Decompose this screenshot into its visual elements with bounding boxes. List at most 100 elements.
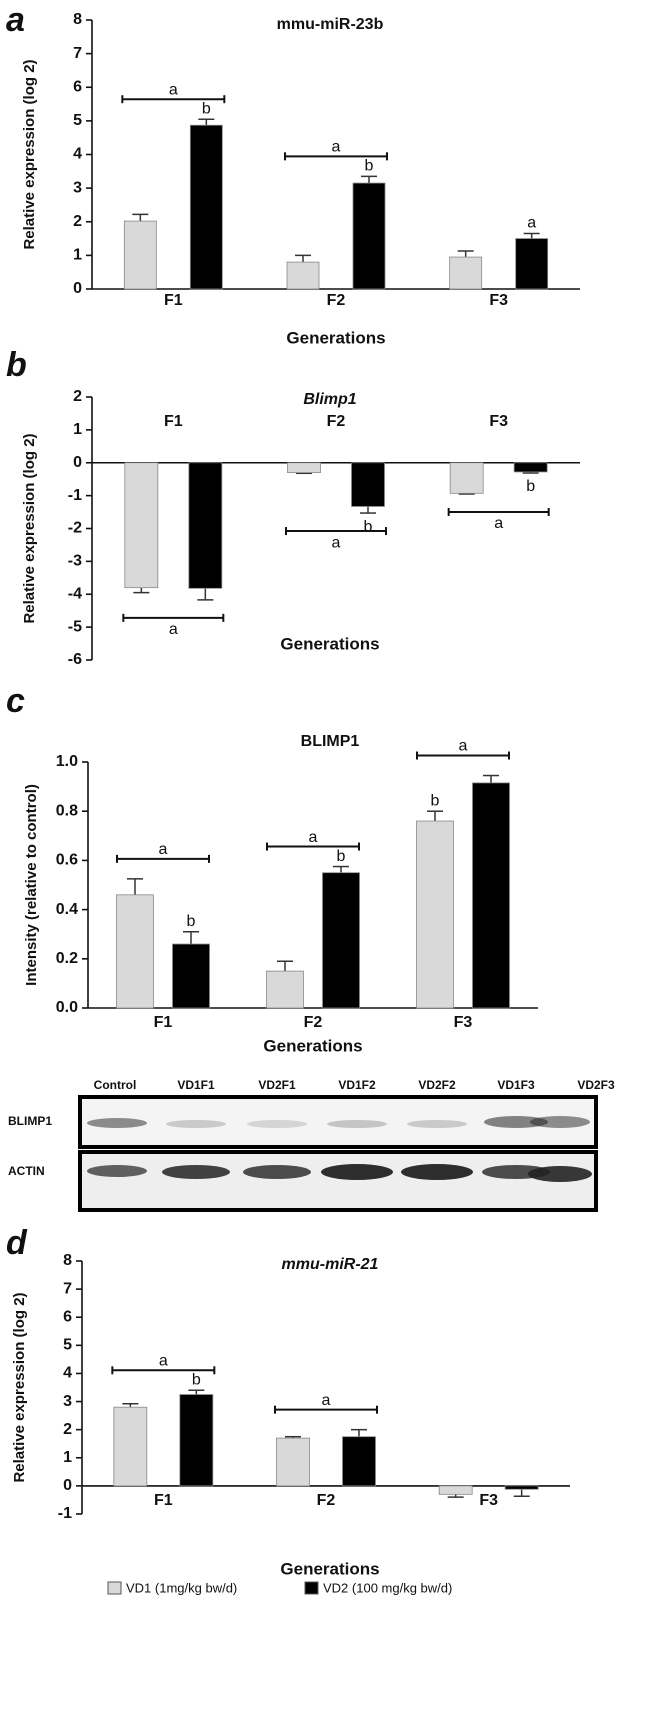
lane-label: VD2F2 [418, 1078, 456, 1092]
x-tick-label: F2 [327, 413, 346, 430]
lane-label: VD1F2 [338, 1078, 376, 1092]
panel-letter: c [6, 682, 25, 720]
bar [472, 782, 510, 1009]
significance-letter: a [159, 841, 168, 858]
significance-letter: b [526, 478, 535, 495]
y-tick-label: 5 [63, 1337, 72, 1354]
chart-title: mmu-miR-21 [282, 1256, 379, 1273]
x-axis-label: Generations [263, 1036, 362, 1055]
chart-panel: c BLIMP1 Intensity (relative to control) Ge… [6, 682, 538, 1055]
bar [449, 256, 483, 290]
western-blot: Control VD1F1 VD2F1 VD1F2 VD2F2 VD1F3 VD… [8, 1078, 615, 1212]
significance-letter: b [187, 913, 196, 930]
bar [504, 1485, 539, 1490]
y-tick-label: 3 [73, 179, 82, 196]
blot-row [78, 1150, 598, 1212]
x-tick-label: F3 [479, 1492, 498, 1509]
y-tick-label: 1.0 [56, 753, 78, 770]
bar [124, 462, 159, 589]
lane-label: Control [94, 1078, 137, 1092]
y-axis-label: Relative expression (log 2) [21, 433, 38, 623]
y-tick-label: -6 [68, 651, 82, 668]
y-tick-label: 5 [73, 112, 82, 129]
significance-letter: a [332, 534, 341, 551]
x-axis-label: Generations [280, 1559, 379, 1578]
panel-letter: a [6, 1, 25, 39]
y-tick-label: 2 [63, 1421, 72, 1438]
bar [322, 872, 360, 1009]
significance-letter: b [337, 848, 346, 865]
bar [276, 1437, 310, 1487]
significance-letter: a [309, 829, 318, 846]
x-axis-label: Generations [280, 634, 379, 653]
y-tick-label: 4 [63, 1365, 72, 1382]
y-tick-label: 1 [73, 421, 82, 438]
bar [342, 1436, 376, 1487]
y-tick-label: 0.6 [56, 852, 78, 869]
legend-label: VD1 (1mg/kg bw/d) [126, 1580, 237, 1595]
x-tick-label: F1 [164, 292, 183, 309]
lane-label: VD2F1 [258, 1078, 296, 1092]
significance-letter: a [527, 215, 536, 232]
y-tick-label: -5 [68, 618, 82, 635]
chart-title: Blimp1 [303, 391, 356, 408]
bar [116, 894, 154, 1009]
y-tick-label: 0.0 [56, 999, 78, 1016]
bar [449, 462, 484, 494]
y-tick-label: 8 [63, 1252, 72, 1269]
row-label: BLIMP1 [8, 1114, 52, 1128]
significance-letter: b [202, 100, 211, 117]
y-tick-label: 0 [63, 1477, 72, 1494]
y-tick-label: 7 [63, 1280, 72, 1297]
y-tick-label: 4 [73, 146, 82, 163]
x-tick-label: F2 [317, 1492, 336, 1509]
y-tick-label: 0 [73, 454, 82, 471]
significance-letter: a [459, 738, 468, 755]
chart-title: BLIMP1 [301, 733, 360, 750]
y-tick-label: 2 [73, 388, 82, 405]
significance-letter: b [431, 792, 440, 809]
y-tick-label: 6 [73, 78, 82, 95]
bar [515, 238, 549, 290]
row-label: ACTIN [8, 1164, 45, 1178]
chart-panel: a mmu-miR-23b Relative expression (log 2) G… [6, 1, 580, 347]
y-tick-label: 6 [63, 1308, 72, 1325]
bar [123, 220, 157, 290]
bar [266, 970, 304, 1009]
x-tick-label: F1 [154, 1014, 173, 1031]
chart-panel: d mmu-miR-21 Relative expression (log 2) Ge… [6, 1224, 570, 1578]
bar [416, 820, 454, 1009]
bar [189, 124, 223, 290]
significance-letter: b [365, 158, 374, 175]
y-axis-label: Relative expression (log 2) [21, 59, 38, 249]
significance-letter: b [364, 518, 373, 535]
bar [287, 462, 321, 474]
bar [286, 261, 320, 290]
chart-title: mmu-miR-23b [277, 16, 384, 33]
y-tick-label: -4 [68, 585, 82, 602]
bar [513, 462, 548, 473]
significance-letter: a [169, 81, 178, 98]
chart-panel: b Blimp1 Relative expression (log 2) Genera… [6, 346, 580, 668]
lane-label: VD2F3 [577, 1078, 615, 1092]
y-tick-label: 8 [73, 11, 82, 28]
significance-letter: a [159, 1353, 168, 1370]
bands [87, 1116, 592, 1182]
lane-label: VD1F3 [497, 1078, 535, 1092]
legend-swatch [304, 1581, 319, 1595]
x-axis-label: Generations [286, 328, 385, 347]
x-tick-label: F3 [489, 292, 508, 309]
significance-letter: a [494, 515, 503, 532]
x-tick-label: F2 [304, 1014, 323, 1031]
significance-letter: a [169, 621, 178, 638]
legend-label: VD2 (100 mg/kg bw/d) [323, 1580, 452, 1595]
significance-letter: a [322, 1392, 331, 1409]
bar [438, 1485, 473, 1495]
y-tick-label: -3 [68, 553, 82, 570]
bar [352, 182, 386, 290]
y-tick-label: 7 [73, 45, 82, 62]
y-tick-label: -1 [68, 487, 82, 504]
y-tick-label: 1 [73, 247, 82, 264]
y-tick-label: 0.2 [56, 950, 78, 967]
x-tick-label: F1 [164, 413, 183, 430]
